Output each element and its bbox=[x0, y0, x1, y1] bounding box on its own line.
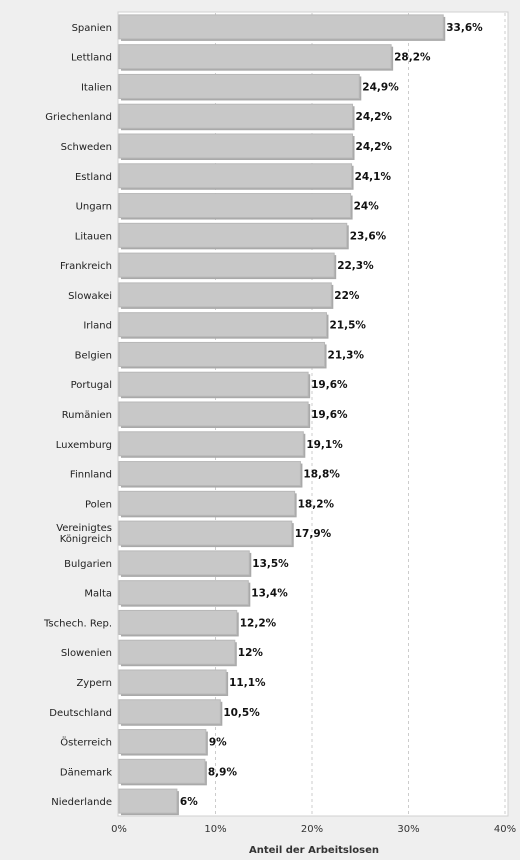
bar bbox=[118, 580, 249, 606]
category-label: Schweden bbox=[61, 142, 112, 153]
value-label: 18,2% bbox=[298, 498, 335, 510]
bar bbox=[118, 163, 353, 189]
bar bbox=[118, 669, 227, 695]
value-label: 33,6% bbox=[446, 22, 483, 34]
category-label: Zypern bbox=[76, 678, 112, 689]
category-label: Vereinigtes Königreich bbox=[56, 523, 112, 545]
bar bbox=[118, 520, 293, 546]
x-tick-label: 10% bbox=[204, 824, 226, 835]
category-label: Griechenland bbox=[45, 112, 112, 123]
x-tick-label: 30% bbox=[397, 824, 419, 835]
x-tick-label: 0% bbox=[111, 824, 127, 835]
value-labels: 33,6% 28,2% 24,9% 24,2% 24,2% 24,1% 24% 23,6% 22… bbox=[180, 22, 483, 808]
bar bbox=[118, 14, 444, 40]
value-label: 22,3% bbox=[337, 260, 374, 272]
value-label: 13,4% bbox=[251, 588, 288, 600]
bar bbox=[118, 461, 301, 487]
category-label: Niederlande bbox=[51, 797, 112, 808]
category-label: Slowakei bbox=[68, 291, 112, 302]
bar bbox=[118, 699, 221, 725]
value-label: 8,9% bbox=[208, 766, 238, 778]
bar bbox=[118, 371, 309, 397]
category-label: Finnland bbox=[70, 470, 112, 481]
x-tick-labels: 0% 10% 20% 30% 40% bbox=[111, 824, 516, 835]
bar bbox=[118, 758, 206, 784]
category-label: Malta bbox=[84, 589, 112, 600]
bar bbox=[118, 729, 207, 755]
value-label: 22% bbox=[334, 290, 360, 302]
category-label: Litauen bbox=[75, 231, 112, 242]
category-label: Dänemark bbox=[60, 767, 112, 778]
category-label: Italien bbox=[81, 82, 112, 93]
category-label: Bulgarien bbox=[64, 559, 112, 570]
value-label: 21,5% bbox=[329, 320, 366, 332]
category-label: Frankreich bbox=[60, 261, 112, 272]
value-label: 12,2% bbox=[240, 617, 277, 629]
bar bbox=[118, 252, 335, 278]
bar bbox=[118, 282, 332, 308]
value-label: 24,2% bbox=[356, 141, 393, 153]
bar bbox=[118, 133, 354, 159]
value-label: 24% bbox=[354, 201, 380, 213]
bar bbox=[118, 639, 236, 665]
value-label: 12% bbox=[238, 647, 264, 659]
value-label: 9% bbox=[209, 737, 227, 749]
value-label: 19,6% bbox=[311, 409, 348, 421]
category-label: Portugal bbox=[71, 380, 112, 391]
bar bbox=[118, 73, 360, 99]
category-label: Lettland bbox=[71, 53, 112, 64]
bars bbox=[118, 14, 446, 816]
category-label: Tschech. Rep. bbox=[43, 618, 112, 629]
x-tick-label: 40% bbox=[494, 824, 516, 835]
x-axis-title: Anteil der Arbeitslosen bbox=[249, 845, 379, 856]
category-label: Estland bbox=[75, 172, 112, 183]
value-label: 28,2% bbox=[394, 52, 431, 64]
value-label: 17,9% bbox=[295, 528, 332, 540]
category-label: Belgien bbox=[75, 350, 112, 361]
value-label: 24,2% bbox=[356, 111, 393, 123]
category-label: Slowenien bbox=[61, 648, 112, 659]
category-label: Österreich bbox=[60, 736, 112, 749]
category-label: Spanien bbox=[72, 23, 112, 34]
category-label: Deutschland bbox=[49, 708, 112, 719]
value-label: 24,1% bbox=[355, 171, 392, 183]
value-label: 24,9% bbox=[362, 81, 399, 93]
bar bbox=[118, 44, 392, 70]
value-label: 23,6% bbox=[350, 230, 387, 242]
bar bbox=[118, 550, 250, 576]
category-label: Ungarn bbox=[76, 202, 112, 213]
bar bbox=[118, 401, 309, 427]
bar bbox=[118, 609, 238, 635]
category-label: Irland bbox=[83, 321, 112, 332]
value-label: 19,6% bbox=[311, 379, 348, 391]
bar bbox=[118, 193, 352, 219]
bar bbox=[118, 103, 354, 129]
x-tick-label: 20% bbox=[301, 824, 323, 835]
bar bbox=[118, 490, 296, 516]
value-label: 11,1% bbox=[229, 677, 266, 689]
category-label: Polen bbox=[85, 499, 112, 510]
bar bbox=[118, 222, 348, 248]
value-label: 6% bbox=[180, 796, 198, 808]
category-labels: Spanien Lettland Italien Griechenland Schwed… bbox=[43, 23, 112, 808]
bar bbox=[118, 341, 326, 367]
value-label: 13,5% bbox=[252, 558, 289, 570]
bar bbox=[118, 788, 178, 814]
value-label: 10,5% bbox=[223, 707, 260, 719]
category-label: Luxemburg bbox=[56, 440, 112, 451]
value-label: 19,1% bbox=[306, 439, 343, 451]
category-label: Rumänien bbox=[62, 410, 112, 421]
value-label: 18,8% bbox=[303, 469, 340, 481]
bar bbox=[118, 312, 327, 338]
value-label: 21,3% bbox=[328, 349, 365, 361]
bar bbox=[118, 431, 304, 457]
